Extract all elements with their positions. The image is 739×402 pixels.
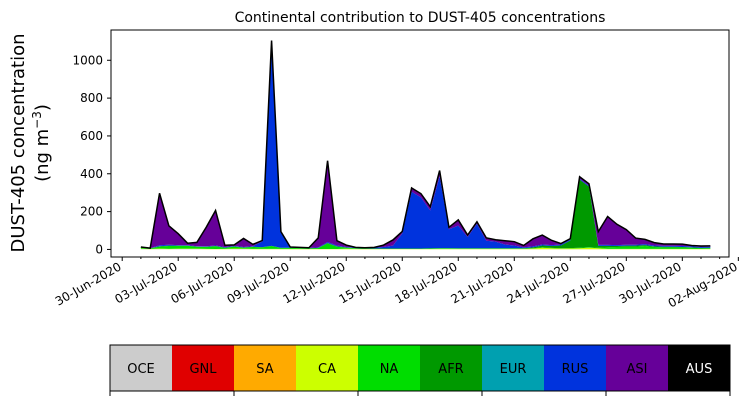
y-axis-unit-exponent: −3 bbox=[30, 111, 44, 129]
legend-label-oce: OCE bbox=[127, 362, 155, 377]
x-tick-label: 30-Jun-2020 bbox=[53, 259, 124, 308]
plot-frame bbox=[110, 29, 730, 258]
area-ca bbox=[140, 247, 711, 250]
legend-swatch-sa bbox=[234, 345, 297, 391]
chart-title: Continental contribution to DUST-405 con… bbox=[235, 10, 606, 26]
x-tick-label: 27-Jul-2020 bbox=[561, 259, 628, 306]
legend-label-asi: ASI bbox=[627, 362, 648, 377]
x-tick-label: 09-Jul-2020 bbox=[224, 259, 291, 306]
y-axis-unit: (ng m bbox=[32, 129, 53, 182]
x-axis: 30-Jun-202003-Jul-202006-Jul-202009-Jul-… bbox=[53, 257, 739, 310]
x-tick-label: 24-Jul-2020 bbox=[505, 259, 572, 306]
legend-label-aus: AUS bbox=[686, 362, 713, 377]
x-tick-label: 06-Jul-2020 bbox=[168, 259, 235, 306]
y-axis: 0 200 400 600 800 1000 bbox=[72, 53, 111, 256]
legend-swatch-oce bbox=[110, 345, 173, 391]
legend-swatch-gnl bbox=[172, 345, 235, 391]
x-tick-label: 21-Jul-2020 bbox=[448, 259, 515, 306]
legend-label-na: NA bbox=[380, 362, 399, 377]
y-tick-label: 1000 bbox=[72, 53, 103, 67]
stacked-areas bbox=[140, 40, 711, 250]
y-tick-label: 0 bbox=[95, 242, 103, 256]
x-tick-label: 12-Jul-2020 bbox=[280, 259, 347, 306]
y-axis-label-line2: (ng m−3) bbox=[30, 104, 53, 182]
y-axis-label: DUST-405 concentration (ng m−3) bbox=[8, 33, 53, 252]
legend-frame bbox=[109, 344, 731, 392]
legend-label-eur: EUR bbox=[500, 362, 527, 377]
legend-swatch-asi bbox=[606, 345, 669, 391]
legend-label-ca: CA bbox=[318, 362, 336, 377]
y-tick-label: 400 bbox=[80, 167, 103, 181]
y-tick-label: 600 bbox=[80, 129, 103, 143]
legend-swatch-aus bbox=[668, 345, 731, 391]
legend-swatch-ca bbox=[296, 345, 359, 391]
y-axis-label-line1: DUST-405 concentration bbox=[8, 33, 29, 252]
area-na bbox=[140, 243, 711, 250]
legend-label-rus: RUS bbox=[562, 362, 589, 377]
x-tick-label: 18-Jul-2020 bbox=[392, 259, 459, 306]
area-rus bbox=[140, 41, 711, 249]
legend-swatch-afr bbox=[420, 345, 483, 391]
total-outline bbox=[140, 40, 711, 249]
legend-label-afr: AFR bbox=[438, 362, 463, 377]
y-tick-label: 200 bbox=[80, 205, 103, 219]
y-axis-unit-close: ) bbox=[32, 104, 53, 111]
x-tick-label: 03-Jul-2020 bbox=[112, 259, 179, 306]
legend-swatch-rus bbox=[544, 345, 607, 391]
legend-swatch-eur bbox=[482, 345, 545, 391]
legend-label-gnl: GNL bbox=[189, 362, 217, 377]
legend-swatch-na bbox=[358, 345, 421, 391]
y-tick-label: 800 bbox=[80, 91, 103, 105]
legend-label-sa: SA bbox=[256, 362, 273, 377]
legend: OCE GNL SA CA NA AFR EUR RUS ASI AUS bbox=[109, 344, 731, 396]
x-tick-label: 15-Jul-2020 bbox=[336, 259, 403, 306]
